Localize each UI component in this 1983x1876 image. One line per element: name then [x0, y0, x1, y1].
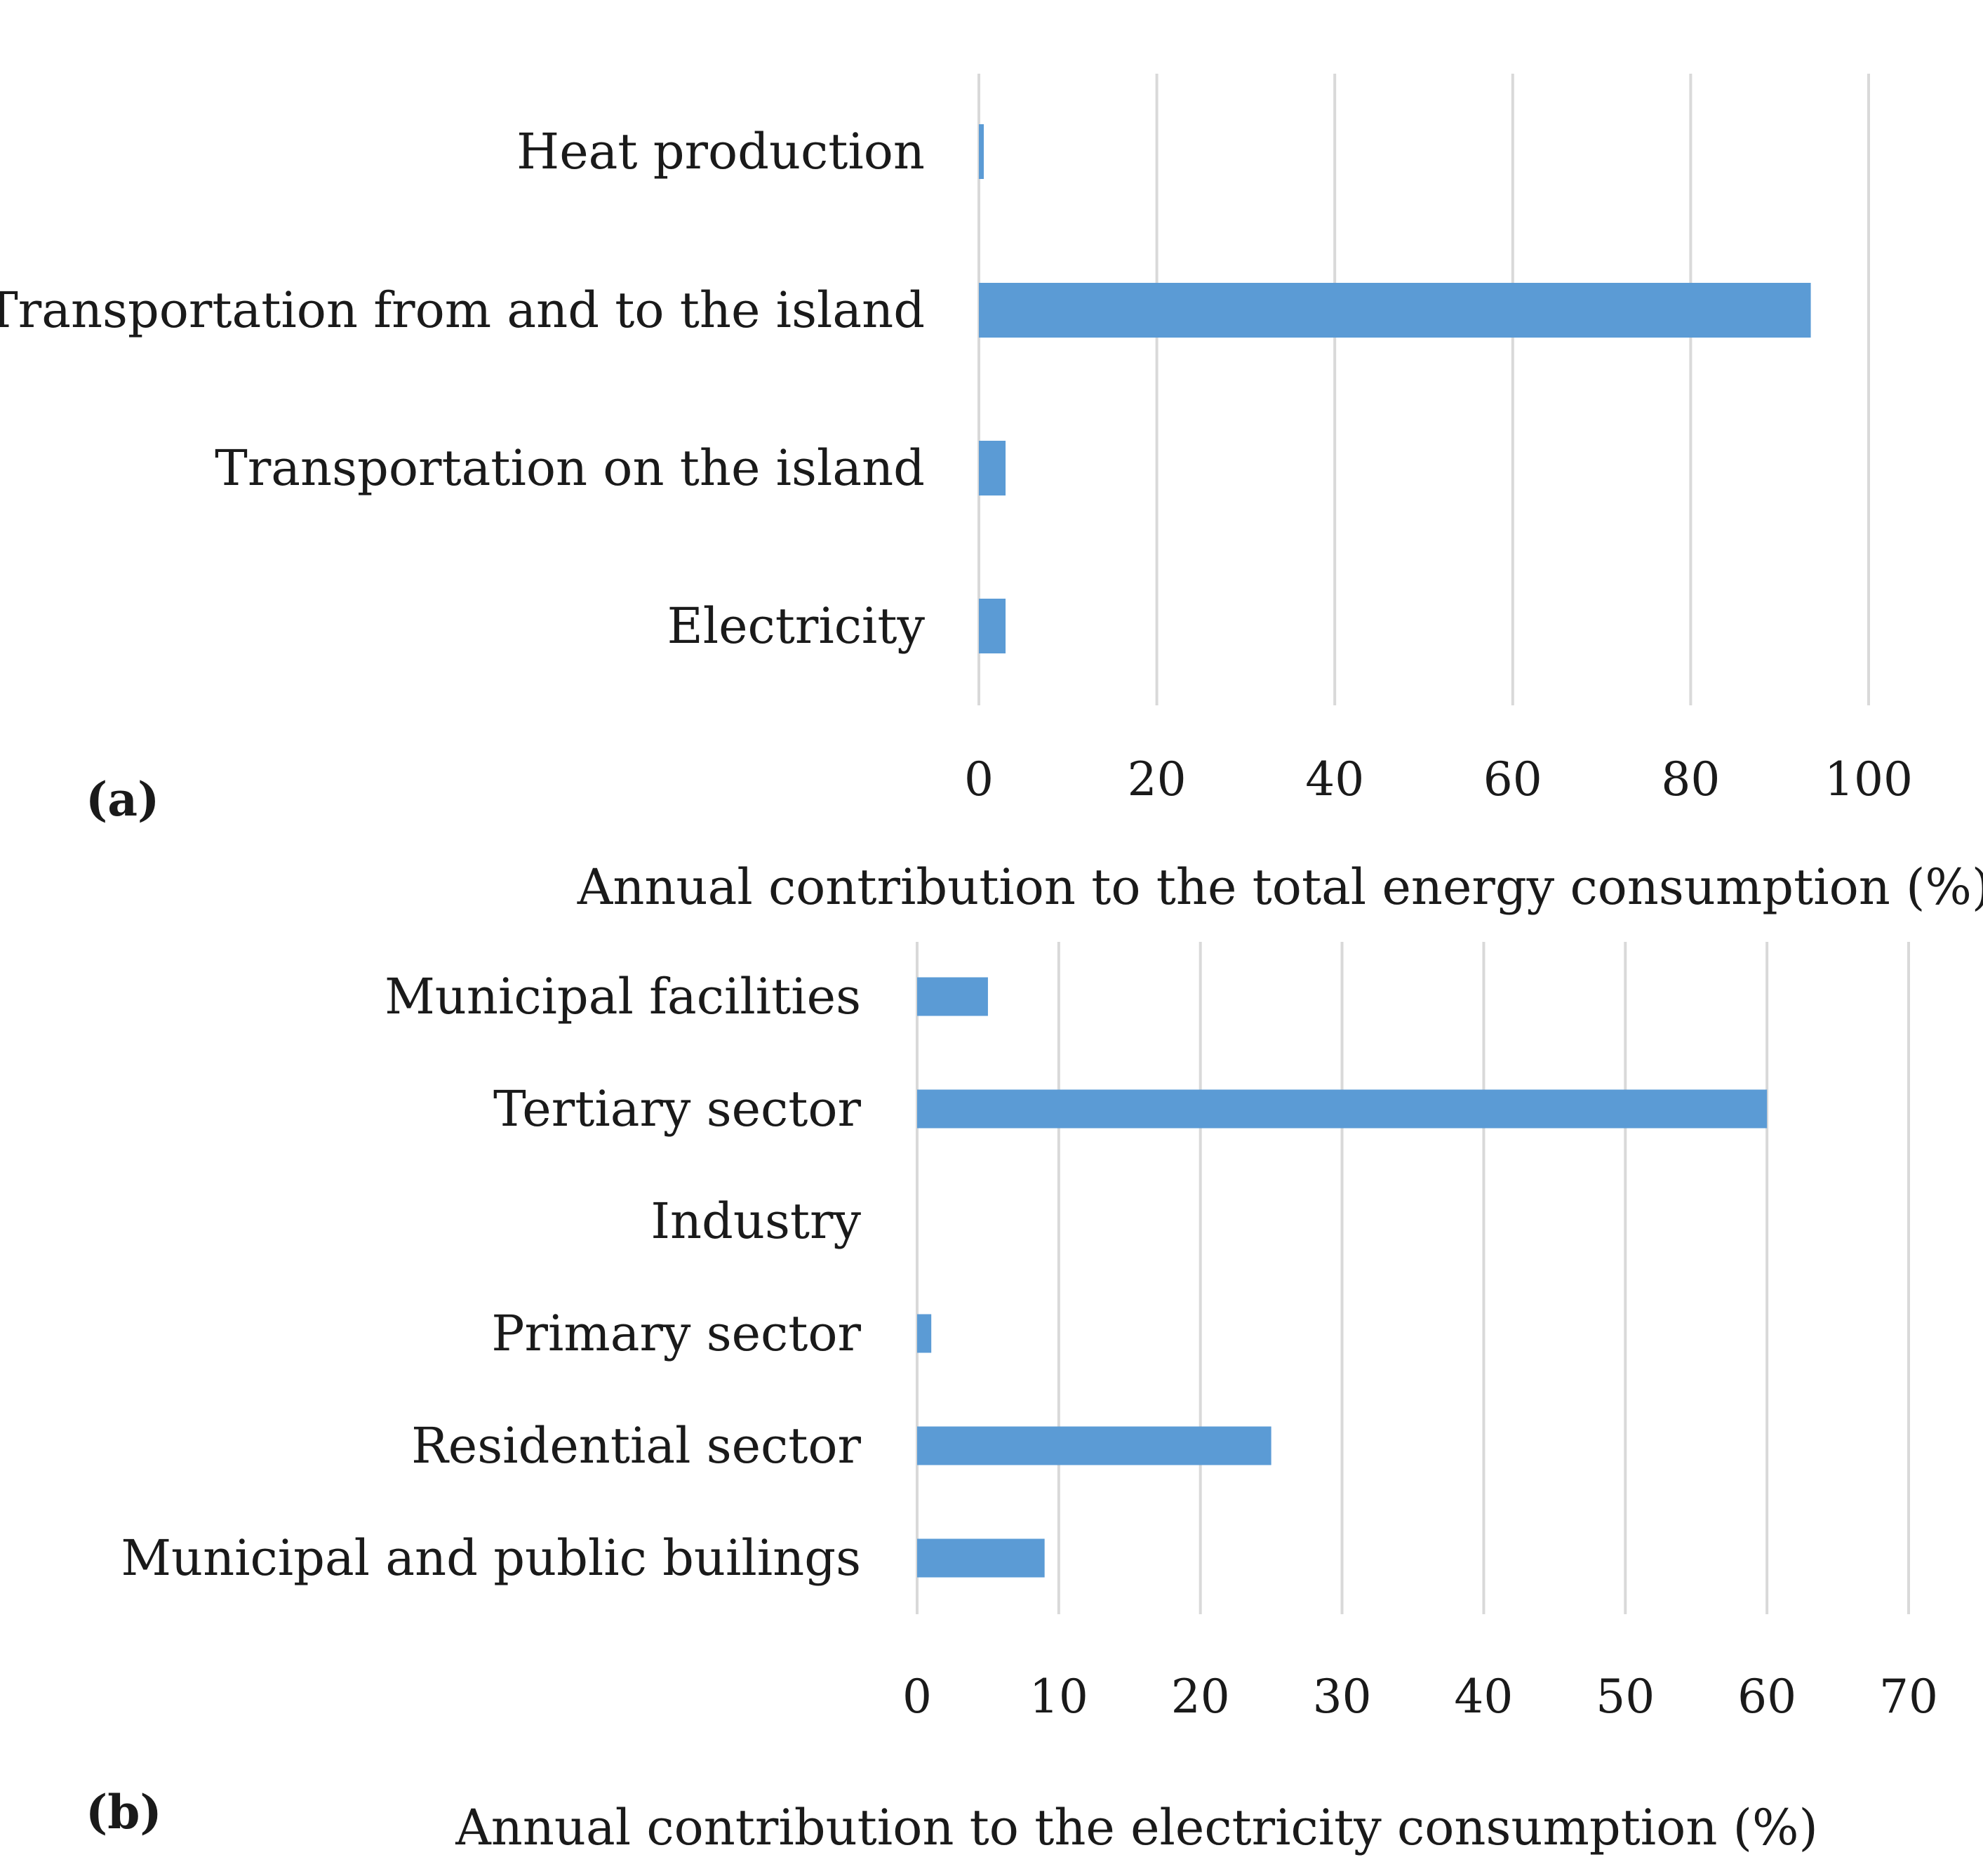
bar-a-4 — [979, 599, 1006, 653]
bar-a-3 — [979, 441, 1006, 495]
chart-panel-a: Heat production Transportation from and t… — [0, 74, 1983, 916]
tick-label-b-40: 40 — [1454, 1670, 1513, 1724]
bar-b-6 — [917, 1538, 1045, 1578]
category-label-a-3: Transportation on the island — [215, 439, 925, 497]
category-labels-a: Heat production Transportation from and t… — [0, 123, 925, 655]
gridlines-b — [916, 942, 1910, 1614]
tick-label-b-50: 50 — [1596, 1670, 1655, 1724]
x-axis-title-a: Annual contribution to the total energy … — [577, 858, 1983, 916]
tick-label-a-0: 0 — [964, 752, 994, 806]
tick-label-b-20: 20 — [1171, 1670, 1230, 1724]
category-label-b-2: Tertiary sector — [493, 1080, 861, 1138]
tick-label-a-40: 40 — [1305, 752, 1364, 806]
bar-b-5 — [917, 1426, 1271, 1465]
category-label-b-3: Industry — [650, 1192, 861, 1250]
category-label-a-1: Heat production — [516, 123, 925, 180]
tick-labels-a: 0 20 40 60 80 100 — [964, 752, 1913, 806]
bar-a-1 — [979, 124, 984, 179]
tick-label-b-60: 60 — [1737, 1670, 1796, 1724]
tick-label-a-20: 20 — [1128, 752, 1187, 806]
category-labels-b: Municipal facilities Tertiary sector Indus… — [121, 968, 861, 1587]
bar-a-2 — [979, 283, 1811, 338]
category-label-a-2: Transportation from and to the island — [0, 281, 925, 339]
category-label-b-6: Municipal and public builings — [121, 1529, 861, 1587]
tick-label-a-60: 60 — [1483, 752, 1542, 806]
tick-labels-b: 0 10 20 30 40 50 60 70 — [902, 1670, 1938, 1724]
tick-label-b-0: 0 — [902, 1670, 932, 1724]
tick-label-a-100: 100 — [1824, 752, 1913, 806]
category-label-b-4: Primary sector — [491, 1305, 861, 1362]
bars-b — [917, 977, 1768, 1578]
tick-label-a-80: 80 — [1661, 752, 1720, 806]
gridlines-a — [977, 74, 1870, 705]
tick-label-b-10: 10 — [1029, 1670, 1088, 1724]
category-label-b-5: Residential sector — [411, 1417, 861, 1475]
bar-b-4 — [917, 1314, 932, 1353]
panel-label-b: (b) — [86, 1785, 162, 1840]
panel-label-a: (a) — [86, 772, 159, 827]
category-label-a-4: Electricity — [667, 597, 926, 655]
tick-label-b-30: 30 — [1313, 1670, 1372, 1724]
category-label-b-1: Municipal facilities — [385, 968, 861, 1025]
tick-label-b-70: 70 — [1879, 1670, 1938, 1724]
chart-panel-b: Municipal facilities Tertiary sector Indus… — [86, 942, 1938, 1856]
bars-a — [979, 124, 1811, 653]
x-axis-title-b: Annual contribution to the electricity c… — [455, 1799, 1818, 1856]
bar-b-1 — [917, 977, 988, 1016]
bar-b-2 — [917, 1089, 1768, 1129]
